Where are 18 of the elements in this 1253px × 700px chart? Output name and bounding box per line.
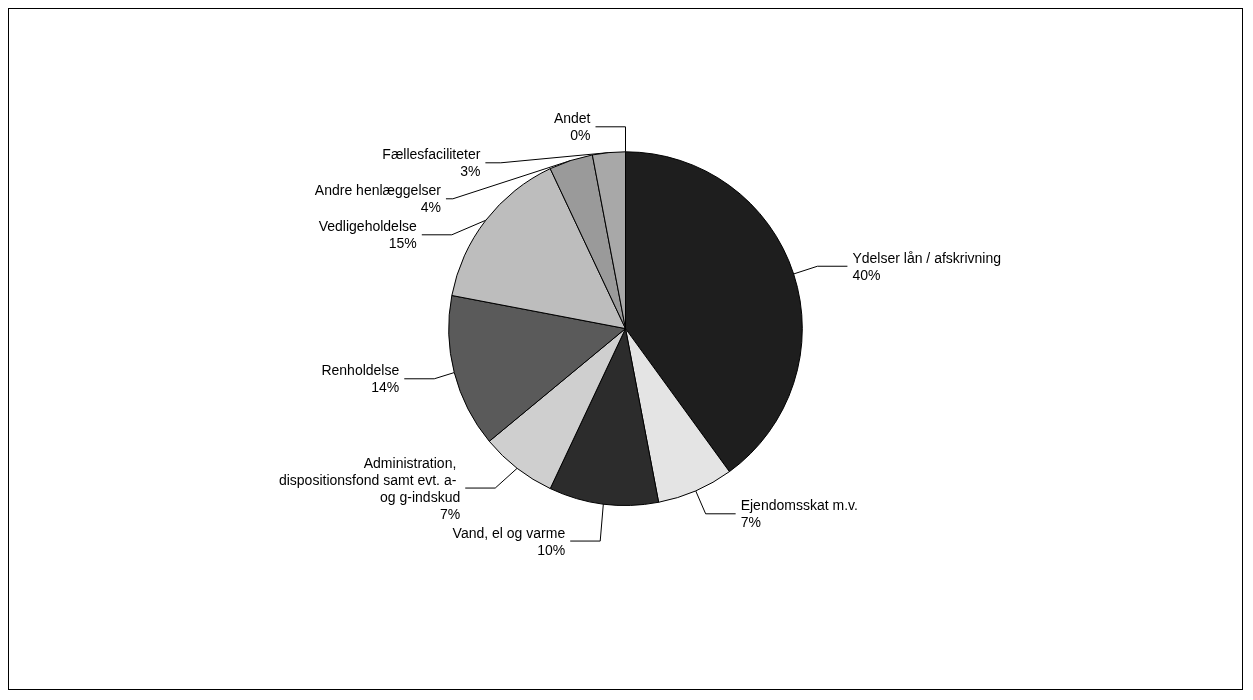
slice-label: Ydelser lån / afskrivning: [852, 249, 1002, 266]
slice-label: Vand, el og varme: [452, 524, 566, 541]
slice-label: Andre henlæggelser: [314, 182, 442, 199]
category-label: Andet: [553, 110, 591, 127]
slice-label: Vedligeholdelse: [318, 218, 418, 235]
slice-label: Fællesfaciliteter: [382, 146, 481, 163]
data-label: 4%: [420, 199, 441, 216]
slice-label: Ejendomsskat m.v.: [740, 497, 858, 514]
slice-label: Administration, dispositionsfond samt evt. a- og g-indskud: [278, 454, 461, 505]
text: 0%: [570, 127, 591, 144]
data-label: 3%: [460, 163, 481, 180]
data-label: 14%: [371, 379, 400, 396]
data-label: 7%: [439, 505, 461, 522]
data-label: 40%: [852, 266, 881, 283]
slice-label: Renholdelse: [321, 362, 400, 379]
data-label: 7%: [740, 514, 761, 531]
data-label: 10%: [537, 541, 566, 558]
data-label: 15%: [388, 235, 417, 252]
